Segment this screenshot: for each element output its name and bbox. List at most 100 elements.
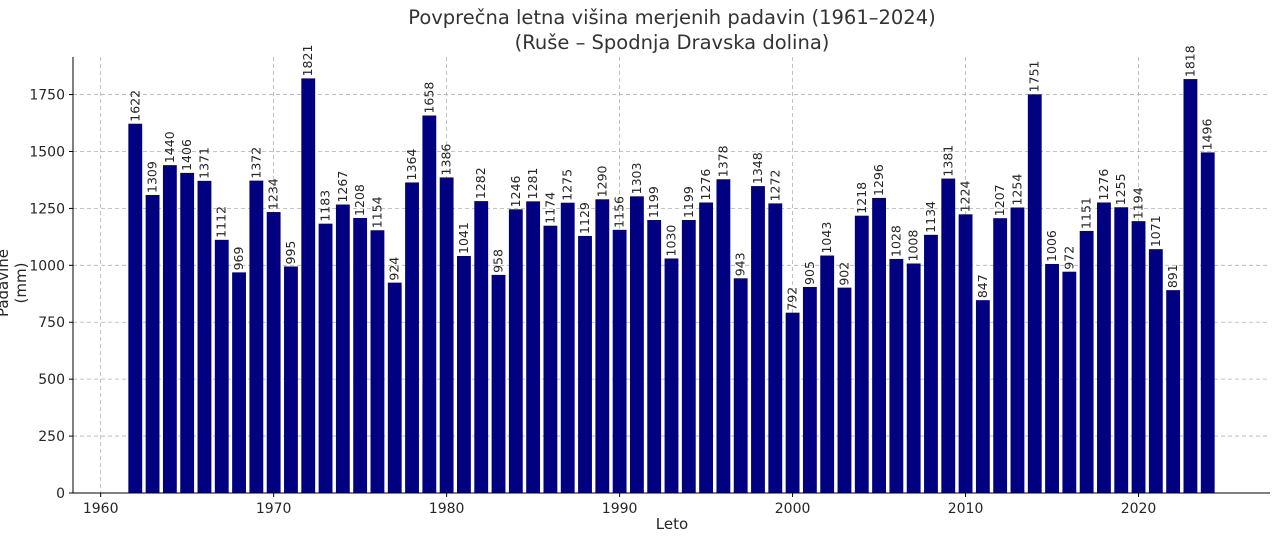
bar <box>232 272 246 493</box>
x-tick-label: 1980 <box>429 501 465 517</box>
bar-value-label: 1348 <box>750 152 765 184</box>
bar <box>647 220 662 494</box>
bar <box>941 178 956 494</box>
bar-value-label: 1006 <box>1044 230 1059 262</box>
bar-value-label: 1224 <box>958 180 973 212</box>
bar <box>1045 263 1059 493</box>
bar-value-label: 905 <box>802 261 817 285</box>
bar-value-label: 1199 <box>646 186 661 218</box>
bar <box>595 199 610 493</box>
bar <box>1027 94 1042 494</box>
bar <box>508 209 523 493</box>
bar <box>958 214 973 493</box>
bar-value-label: 1183 <box>318 190 333 222</box>
bar <box>733 278 748 493</box>
bar-value-label: 1008 <box>906 230 921 262</box>
bar-value-label: 1112 <box>214 206 229 238</box>
bar <box>180 172 195 493</box>
bar-value-label: 1275 <box>560 169 575 201</box>
y-tick-label: 250 <box>38 429 65 445</box>
chart-title: Povprečna letna višina merjenih padavin … <box>408 6 936 29</box>
bar <box>1114 207 1129 494</box>
bar <box>1131 221 1146 493</box>
bar <box>924 234 938 494</box>
x-tick-label: 1970 <box>256 501 292 517</box>
y-tick-label: 1000 <box>29 258 65 274</box>
bar-value-label: 891 <box>1165 264 1180 288</box>
bar <box>629 196 644 493</box>
x-tick-label: 1990 <box>602 501 638 517</box>
x-tick-label: 2000 <box>775 501 811 517</box>
bar <box>422 115 437 494</box>
y-tick-label: 500 <box>38 372 65 388</box>
y-tick-label: 1750 <box>29 88 65 104</box>
bar <box>162 165 177 493</box>
bar-value-label: 924 <box>387 257 402 281</box>
bar-value-label: 847 <box>975 274 990 298</box>
bar <box>405 182 419 493</box>
y-tick-label: 1250 <box>29 201 65 217</box>
bar-value-label: 1272 <box>767 170 782 202</box>
bar <box>820 255 835 493</box>
bar-value-label: 1386 <box>439 144 454 176</box>
bar <box>474 201 489 493</box>
bar <box>318 223 333 494</box>
bar <box>681 220 696 494</box>
bar <box>526 201 541 493</box>
bar <box>1183 79 1198 493</box>
bar <box>1097 202 1111 494</box>
bar-value-label: 1276 <box>698 169 713 201</box>
bar <box>1166 290 1181 493</box>
bar-value-label: 1290 <box>594 165 609 197</box>
bar-value-label: 1129 <box>577 202 592 234</box>
bar-value-label: 902 <box>836 262 851 286</box>
chart-subtitle: (Ruše – Spodnja Dravska dolina) <box>514 31 830 54</box>
bar-value-label: 1154 <box>369 196 384 228</box>
bar-value-label: 1364 <box>404 149 419 181</box>
bar <box>1148 249 1163 493</box>
bar <box>128 123 143 493</box>
bar-value-label: 1028 <box>888 225 903 257</box>
bar-value-label: 1255 <box>1113 173 1128 205</box>
bar-value-label: 958 <box>491 249 506 273</box>
bar <box>387 282 402 493</box>
bar <box>197 180 212 493</box>
x-axis-label: Leto <box>655 515 689 533</box>
bar-value-label: 1440 <box>162 131 177 163</box>
bar-value-label: 1030 <box>664 225 679 257</box>
bar <box>560 202 575 493</box>
bar <box>889 258 904 493</box>
y-tick-label: 0 <box>56 486 65 502</box>
bar-value-label: 1381 <box>940 145 955 177</box>
bar <box>699 202 714 494</box>
y-tick-label: 1500 <box>29 144 65 160</box>
bar <box>785 312 800 493</box>
bar <box>1010 207 1025 493</box>
bar <box>457 255 471 493</box>
bar-value-label: 1207 <box>992 184 1007 216</box>
bar <box>716 179 731 493</box>
bar-value-label: 1071 <box>1148 215 1163 247</box>
bar-value-label: 995 <box>283 241 298 265</box>
bar <box>284 266 298 493</box>
bar-value-label: 1156 <box>612 196 627 228</box>
bar-value-label: 1199 <box>681 186 696 218</box>
bar <box>145 194 160 493</box>
y-tick-label: 750 <box>38 315 65 331</box>
bar-value-label: 1371 <box>196 147 211 179</box>
bar-value-label: 1151 <box>1079 197 1094 229</box>
bar <box>1062 271 1077 493</box>
x-tick-label: 1960 <box>83 501 119 517</box>
bar <box>1079 230 1094 493</box>
bar <box>993 218 1008 494</box>
bar-value-label: 1821 <box>300 45 315 77</box>
bar-value-label: 1303 <box>629 163 644 195</box>
bar <box>353 217 368 493</box>
y-axis-label: Padavine (mm) <box>0 248 30 318</box>
bar-value-label: 1234 <box>266 178 281 210</box>
bar <box>1200 152 1215 493</box>
bar-value-label: 1208 <box>352 184 367 216</box>
bar-value-label: 1254 <box>1009 174 1024 206</box>
bar-value-label: 1246 <box>508 175 523 207</box>
bar-value-label: 1372 <box>248 147 263 179</box>
